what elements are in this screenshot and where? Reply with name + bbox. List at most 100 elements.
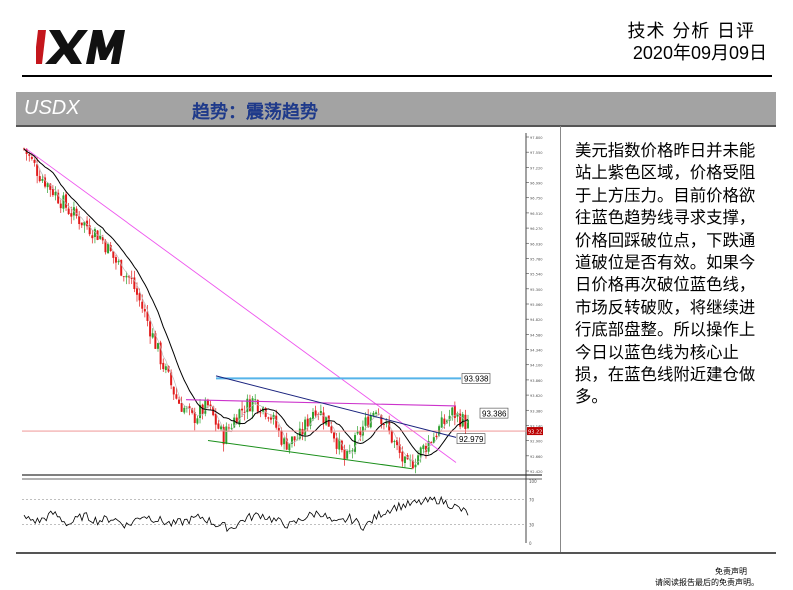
candle-body [461,414,464,427]
candle-body [424,445,427,452]
candle-body [275,415,278,428]
price-tick-label: 96.750 [530,197,543,201]
candle-body [91,235,94,239]
price-tick-label: 95.060 [530,303,543,307]
candle-body [464,414,467,429]
candle-body [36,164,39,176]
price-tick-label: 96.510 [530,212,543,216]
report-title: 技术 分析 日评 [627,21,755,42]
candle-body [311,411,314,420]
candle-body [83,221,86,226]
candle-body [164,366,167,371]
current-price-label: 93.22 [528,430,542,436]
candle-body [364,417,367,426]
candle-body [346,450,349,459]
candle-body [338,439,341,450]
symbol-band: USDX 趋势：震荡趋势 [16,92,776,125]
candle-body [41,178,44,181]
candle-body [178,399,181,404]
candle-body [65,194,68,208]
candle-body [196,418,199,424]
candle-body [46,183,49,188]
candle-body [28,154,31,156]
candle-body [191,408,194,413]
candle-body [138,293,141,301]
candle-body [248,399,251,412]
candle-body [348,450,351,452]
candle-body [109,245,112,251]
candle-body [453,406,456,418]
candle-body [167,366,170,372]
candle-body [267,417,270,419]
candle-body [193,412,196,424]
indicator-tick-label: 100 [529,479,537,484]
price-tick-label: 92.420 [530,470,543,474]
candle-body [398,444,401,453]
candle-body [67,208,70,215]
candle-body [456,413,459,417]
current-price-tag [527,427,543,436]
indicator-tick-label: 70 [529,498,535,503]
level-label-box [456,433,486,444]
candle-body [285,438,288,450]
disclaimer-note: 请阅读报告最后的免责声明。 [655,578,759,587]
indicator-panel: 100 70 30 0 [22,479,537,546]
candle-body [220,426,223,430]
candle-body [403,456,406,463]
price-tick-label: 93.140 [530,424,543,428]
header-rule [22,75,772,77]
candle-body [269,417,272,420]
candle-body [80,222,83,226]
candle-body [435,435,438,437]
candle-body [359,431,362,435]
candle-body [354,435,357,452]
report-date: 2020年09月09日 [632,43,767,63]
candle-body [238,409,241,425]
candle-body [57,192,60,204]
frame-divider [560,126,561,552]
disclaimer-title: 免责声明 [715,567,747,576]
frame-bottom-rule [16,552,776,554]
candle-body [217,423,220,429]
ma-long-line [23,148,469,457]
candle-body [343,449,346,460]
price-tick-label: 93.380 [530,409,543,413]
candle-body [93,229,96,237]
candle-body [272,414,275,420]
candle-body [254,399,257,401]
candle-body [188,406,191,409]
candle-body [120,259,123,276]
candle-body [451,407,454,416]
blue-trendline [215,375,457,438]
candle-body [367,416,370,428]
price-chart: 97.800 97.550 97.220 96.990 96.750 96.510 96.2… [22,133,543,546]
candle-body [333,432,336,439]
candle-body [180,402,183,412]
candle-body [246,398,249,413]
candle-body [256,400,259,412]
candle-body [206,399,209,406]
candle-body [388,422,391,431]
candle-body [467,420,469,429]
candle-body [104,240,107,253]
candle-body [396,439,399,446]
candle-body [443,418,446,424]
candle-body [277,427,280,431]
candle-body [146,311,149,321]
candle-body [448,415,451,421]
candle-body [162,362,165,370]
candle-body [101,236,104,241]
candle-body [235,417,238,424]
candle-body [159,342,162,365]
candle-body [112,251,115,258]
candle-body [70,213,73,217]
candle-body [304,419,307,436]
candle-body [172,386,175,395]
ma-short-line [23,148,469,464]
candle-body [125,275,128,278]
frame-top-rule [16,125,776,127]
chart-axes [22,133,542,543]
candle-body [314,410,317,416]
price-tick-label: 94.340 [530,349,543,353]
candle-body [372,412,375,417]
